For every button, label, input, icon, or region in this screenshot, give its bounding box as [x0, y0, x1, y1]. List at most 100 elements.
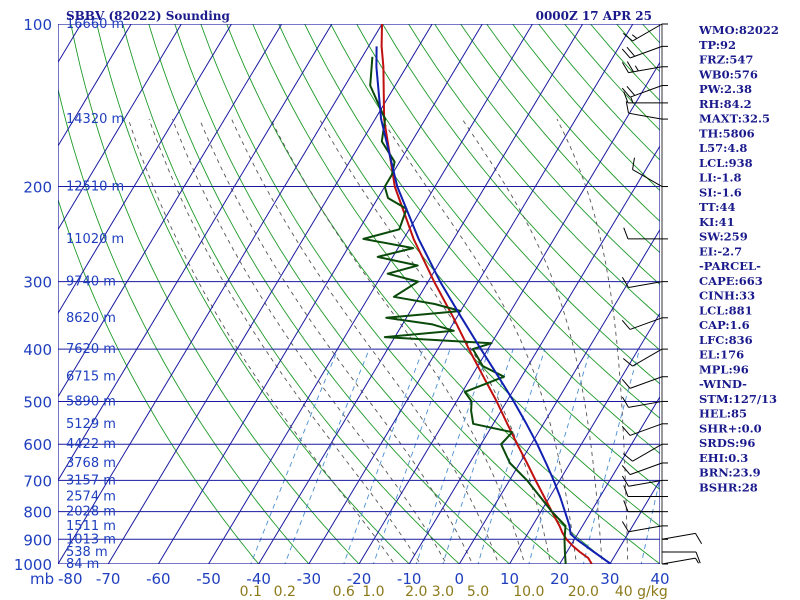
index-line: L57:4.8 [699, 141, 747, 155]
index-line: LFC:836 [699, 333, 753, 347]
mixing-ratio-line [442, 348, 514, 564]
wind-barb-flag [695, 551, 701, 564]
wind-barb [621, 317, 668, 330]
index-line: EL:176 [699, 348, 744, 362]
grid-layer [58, 24, 660, 564]
wind-barb-flag [621, 426, 631, 436]
index-line: WB0:576 [698, 67, 758, 81]
wind-barb-flag [621, 320, 631, 330]
temperature-tick-label: 10 [500, 570, 519, 588]
wind-barb-flag [695, 557, 699, 564]
index-line: WMO:82022 [698, 23, 779, 37]
isotherm [58, 24, 283, 398]
height-label: 11020 m [66, 232, 124, 247]
wind-barb [622, 348, 668, 367]
wind-barb-flag [623, 227, 629, 240]
index-line: HEL:85 [699, 407, 747, 421]
mixing-ratio-line [372, 348, 451, 564]
height-label: 3768 m [66, 456, 116, 471]
wind-barb-flag [631, 34, 638, 39]
wind-barb [622, 23, 668, 42]
temperature-trace [380, 24, 593, 564]
dry-adiabat [356, 24, 660, 385]
height-label: 538 m [66, 545, 108, 560]
mixing-ratio-line [250, 348, 339, 564]
wind-barb-flag [626, 86, 636, 96]
wind-barb [621, 475, 668, 487]
height-label: 16660 m [66, 17, 124, 32]
wind-barb [621, 376, 668, 389]
index-line: FRZ:547 [699, 53, 753, 67]
index-line: KI:41 [699, 215, 735, 229]
wind-barb [623, 500, 668, 513]
index-line: EI:-2.7 [699, 244, 742, 258]
wind-barb-flag [623, 485, 629, 497]
dry-adiabat [408, 24, 660, 318]
isotherm [258, 24, 584, 564]
wind-barbs [621, 23, 703, 565]
pressure-tick-label: 200 [23, 179, 52, 197]
wind-barb-flag [695, 533, 703, 544]
isotherm [509, 312, 660, 564]
mixing-ratio-line [415, 348, 490, 564]
pressure-tick-label: 900 [23, 531, 52, 549]
pressure-unit-label: mb [30, 570, 54, 588]
dry-adiabat [200, 24, 611, 564]
temperature-tick-label: 40 [650, 570, 669, 588]
isotherm [58, 24, 333, 482]
wind-barb [621, 276, 668, 289]
wind-barb [623, 227, 668, 240]
wind-barb [625, 101, 668, 120]
pressure-tick-label: 400 [23, 341, 52, 359]
wind-barb [621, 61, 668, 74]
mixing-ratio-label: 0.6 [333, 584, 355, 600]
wind-barb-staff [661, 532, 696, 540]
wind-barb-flag [626, 61, 634, 73]
index-panel: WMO:82022TP:92FRZ:547WB0:576PW:2.38RH:84… [698, 23, 779, 494]
wind-barb-flag [621, 521, 629, 533]
wind-barb-flag [621, 62, 629, 73]
wind-barb-flag [623, 91, 629, 104]
height-label: 9740 m [66, 275, 116, 290]
isotherm [58, 24, 182, 231]
wind-barb-staff [661, 557, 696, 565]
height-label: 6715 m [66, 370, 116, 385]
index-line: TP:92 [699, 38, 736, 52]
wind-barb [621, 396, 668, 408]
wind-barb-flag [622, 33, 633, 42]
height-label: 12510 m [66, 180, 124, 195]
dry-adiabat [252, 24, 660, 527]
wind-barb [621, 45, 668, 59]
wind-barb-staff [628, 281, 663, 289]
index-line: SI:-1.6 [699, 185, 742, 199]
isotherm [559, 395, 660, 564]
mixing-ratio-label: 2.0 [405, 584, 427, 600]
wind-barb-flag [622, 358, 633, 367]
sounding-lines-layer [362, 24, 612, 564]
pressure-tick-label: 600 [23, 436, 52, 454]
index-line: EHI:0.3 [699, 451, 748, 465]
wind-barb-staff [629, 85, 663, 98]
dry-adiabat [278, 24, 660, 491]
mixing-ratio-label: 0.2 [274, 584, 296, 600]
mixing-ratio-label: 0.1 [240, 584, 262, 600]
pressure-tick-label: 500 [23, 393, 52, 411]
wind-barb-staff [629, 317, 663, 330]
wind-barb-flag [626, 46, 636, 57]
wind-barb-staff [628, 66, 663, 74]
index-line: MAXT:32.5 [699, 112, 770, 126]
wind-barb-flag [621, 87, 631, 98]
wind-barb-flag [623, 500, 629, 512]
index-line: BRN:23.9 [699, 466, 761, 480]
mixing-ratio-label: 10.0 [513, 584, 544, 600]
mixing-ratio-label: 40 g/kg [615, 584, 668, 600]
temperature-tick-label: -30 [297, 570, 322, 588]
height-label: 7620 m [66, 342, 116, 357]
wind-barb-staff [628, 479, 663, 487]
wind-barb-staff [629, 45, 663, 59]
wind-barb-staff [632, 23, 663, 42]
parcel-trace [375, 46, 612, 564]
pressure-tick-label: 100 [23, 16, 52, 34]
index-line: -PARCEL- [699, 259, 761, 273]
